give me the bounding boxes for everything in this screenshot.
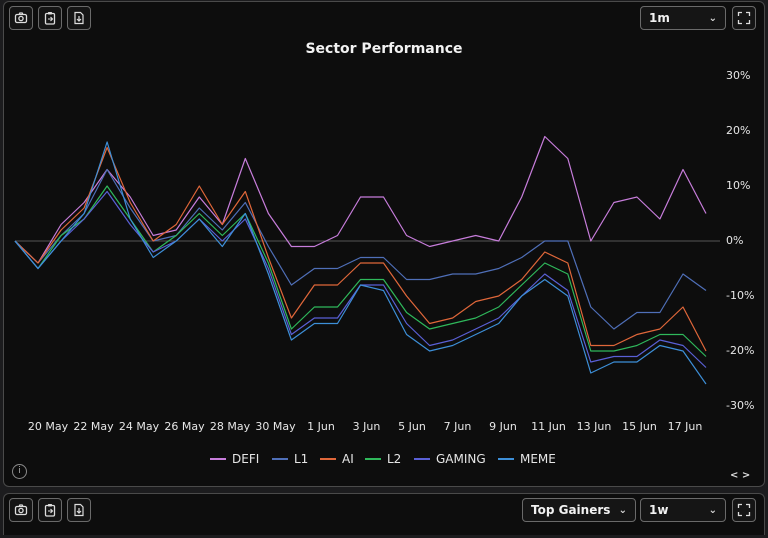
- download-icon: [74, 503, 84, 517]
- legend-swatch: [365, 458, 381, 460]
- legend-item-ai[interactable]: AI: [320, 452, 354, 466]
- chevron-down-icon: ⌄: [618, 504, 627, 516]
- chart-title: Sector Performance: [305, 41, 463, 57]
- x-tick-label: 3 Jun: [352, 420, 381, 433]
- y-tick-label: 30%: [726, 69, 751, 82]
- x-tick-label: 7 Jun: [443, 420, 472, 433]
- legend-swatch: [272, 458, 288, 460]
- fullscreen-icon: [737, 11, 751, 25]
- legend-item-meme[interactable]: MEME: [498, 452, 556, 466]
- chevron-down-icon: ⌄: [708, 12, 717, 24]
- x-tick-label: 9 Jun: [489, 420, 517, 433]
- x-tick-label: 20 May: [27, 420, 69, 433]
- secondary-panel: Top Gainers ⌄ 1w ⌄: [3, 493, 765, 535]
- legend-item-l2[interactable]: L2: [365, 452, 401, 466]
- x-tick-label: 28 May: [209, 420, 251, 433]
- x-tick-label: 30 May: [255, 420, 296, 433]
- x-tick-label: 22 May: [73, 420, 114, 433]
- fullscreen-button[interactable]: [732, 6, 756, 30]
- timeframe-select[interactable]: 1w ⌄: [640, 498, 726, 522]
- legend-label: MEME: [520, 452, 556, 466]
- fullscreen-button[interactable]: [732, 498, 756, 522]
- legend-item-gaming[interactable]: GAMING: [414, 452, 486, 466]
- legend-label: DEFI: [232, 452, 260, 466]
- legend-swatch: [498, 458, 514, 460]
- legend-swatch: [210, 458, 226, 460]
- x-tick-label: 15 Jun: [622, 420, 657, 433]
- list-type-value: Top Gainers: [531, 503, 611, 517]
- x-tick-label: 13 Jun: [576, 420, 612, 433]
- x-tick-label: 5 Jun: [398, 420, 426, 433]
- fullscreen-icon: [737, 503, 751, 517]
- x-tick-label: 11 Jun: [531, 420, 566, 433]
- legend-label: L2: [387, 452, 402, 466]
- timeframe-select[interactable]: 1m ⌄: [640, 6, 726, 30]
- y-tick-label: 20%: [726, 124, 751, 137]
- screenshot-button[interactable]: [9, 498, 33, 522]
- legend-item-defi[interactable]: DEFI: [210, 452, 259, 466]
- legend-label: GAMING: [436, 452, 486, 466]
- x-tick-label: 1 Jun: [307, 420, 335, 433]
- y-tick-label: -20%: [726, 344, 755, 357]
- download-icon: [74, 11, 84, 25]
- list-type-select[interactable]: Top Gainers ⌄: [522, 498, 636, 522]
- timeframe-value: 1m: [649, 11, 670, 25]
- legend-item-l1[interactable]: L1: [272, 452, 308, 466]
- download-button[interactable]: [67, 498, 91, 522]
- clipboard-icon: [44, 12, 56, 25]
- clipboard-icon: [44, 504, 56, 517]
- chart-panel: 1m ⌄: [3, 1, 765, 487]
- y-tick-label: 10%: [726, 179, 751, 192]
- y-tick-label: -10%: [726, 289, 755, 302]
- copy-button[interactable]: [38, 498, 62, 522]
- timeframe-value: 1w: [649, 503, 669, 517]
- y-tick-label: -30%: [726, 399, 755, 412]
- legend-swatch: [320, 458, 336, 460]
- camera-icon: [14, 12, 28, 24]
- legend-label: AI: [342, 452, 354, 466]
- download-button[interactable]: [67, 6, 91, 30]
- legend-swatch: [414, 458, 430, 460]
- x-tick-label: 24 May: [118, 420, 160, 433]
- info-icon[interactable]: i: [12, 464, 27, 479]
- legend-label: L1: [294, 452, 309, 466]
- chevron-down-icon: ⌄: [708, 504, 717, 516]
- y-tick-label: 0%: [726, 234, 744, 247]
- screenshot-button[interactable]: [9, 6, 33, 30]
- chart-nav-arrows[interactable]: < >: [730, 470, 751, 481]
- x-tick-label: 17 Jun: [667, 420, 703, 433]
- x-tick-label: 26 May: [164, 420, 205, 433]
- camera-icon: [14, 504, 28, 516]
- copy-button[interactable]: [38, 6, 62, 30]
